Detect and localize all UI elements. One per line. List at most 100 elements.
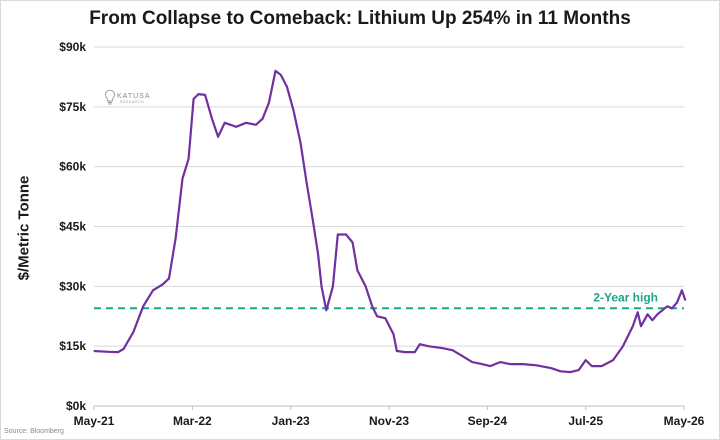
data-point (560, 370, 562, 372)
gridlines (94, 46, 684, 407)
data-point (142, 305, 144, 307)
y-axis-ticks: $0k $15k $30k $45k $60k $75k $90k (59, 40, 86, 413)
logo-text: KATUSA (117, 93, 151, 100)
data-point (356, 269, 359, 271)
data-point (637, 311, 639, 313)
data-point (656, 313, 659, 315)
x-tick-label: Jan-23 (272, 414, 310, 428)
data-point (286, 86, 288, 88)
data-points (93, 70, 686, 373)
data-point (392, 333, 395, 335)
y-tick-label: $75k (59, 100, 86, 114)
data-point (245, 122, 247, 124)
data-point (578, 369, 580, 371)
data-point (461, 355, 463, 357)
data-point (345, 233, 347, 236)
data-point (646, 313, 649, 315)
data-point (601, 365, 603, 367)
data-point (107, 351, 109, 353)
data-point (261, 118, 264, 120)
data-point (666, 305, 668, 307)
data-point (451, 349, 454, 351)
data-point (204, 94, 206, 96)
data-point (671, 307, 673, 309)
data-point (585, 359, 587, 361)
data-point (384, 317, 386, 319)
lightbulb-icon (105, 89, 115, 105)
data-point (188, 158, 190, 160)
data-point (471, 361, 473, 363)
data-point (162, 283, 164, 285)
chart-title: From Collapse to Comeback: Lithium Up 25… (89, 8, 631, 29)
y-tick-label: $90k (59, 40, 86, 54)
data-point (325, 309, 327, 311)
data-point (676, 301, 678, 303)
data-point (569, 371, 572, 373)
data-point (640, 325, 642, 327)
y-tick-label: $0k (66, 399, 86, 413)
x-tick-label: Mar-22 (173, 414, 212, 428)
data-point (509, 363, 511, 365)
data-point (481, 363, 483, 365)
data-point (376, 315, 378, 317)
data-point (489, 365, 491, 367)
data-point (522, 363, 524, 365)
data-point (168, 277, 170, 279)
data-point (396, 350, 398, 352)
data-point (181, 178, 184, 180)
data-point (117, 351, 119, 353)
data-point (320, 285, 323, 287)
data-point (414, 351, 416, 353)
data-point (217, 136, 219, 138)
data-point (535, 364, 538, 366)
x-tick-label: May-21 (74, 414, 115, 428)
y-tick-label: $60k (59, 160, 86, 174)
data-point (193, 98, 195, 100)
data-point (235, 126, 237, 128)
data-point (274, 70, 277, 72)
source-note: Source: Bloomberg (4, 428, 64, 435)
data-point (132, 331, 134, 333)
data-point (442, 347, 444, 349)
data-point (152, 289, 154, 291)
two-year-high-label: 2-Year high (593, 290, 658, 304)
x-tick-label: Jul-25 (568, 414, 603, 428)
data-point (681, 289, 683, 291)
data-point (255, 124, 257, 126)
x-tick-label: May-26 (664, 414, 705, 428)
data-point (365, 285, 367, 287)
data-point (499, 361, 501, 363)
data-point (299, 142, 302, 144)
data-point (332, 285, 334, 287)
data-point (93, 350, 95, 352)
data-point (211, 118, 213, 120)
data-point (280, 74, 282, 76)
data-point (632, 325, 634, 327)
x-tick-label: Sep-24 (468, 414, 508, 428)
data-point (404, 351, 406, 353)
data-point (351, 241, 354, 244)
data-point (651, 319, 654, 321)
data-point (684, 299, 686, 301)
x-axis-ticks: May-21 Mar-22 Jan-23 Nov-23 Sep-24 Jul-25 May-… (74, 406, 705, 428)
data-point (612, 359, 614, 361)
data-point (312, 221, 314, 224)
katusa-logo: KATUSA RESEARCH (105, 89, 151, 105)
data-point (371, 305, 373, 307)
data-point (550, 367, 552, 369)
data-point (224, 122, 226, 124)
data-point (622, 345, 624, 347)
data-point (292, 110, 295, 112)
data-point (174, 237, 177, 240)
data-point (419, 343, 421, 345)
x-tick-label: Nov-23 (369, 414, 409, 428)
data-point (427, 345, 429, 347)
logo-subtext: RESEARCH (120, 100, 144, 104)
data-point (306, 182, 308, 184)
data-point (591, 365, 593, 367)
data-point (122, 348, 125, 350)
data-point (337, 233, 339, 236)
data-point (317, 253, 319, 256)
data-point (268, 102, 270, 104)
